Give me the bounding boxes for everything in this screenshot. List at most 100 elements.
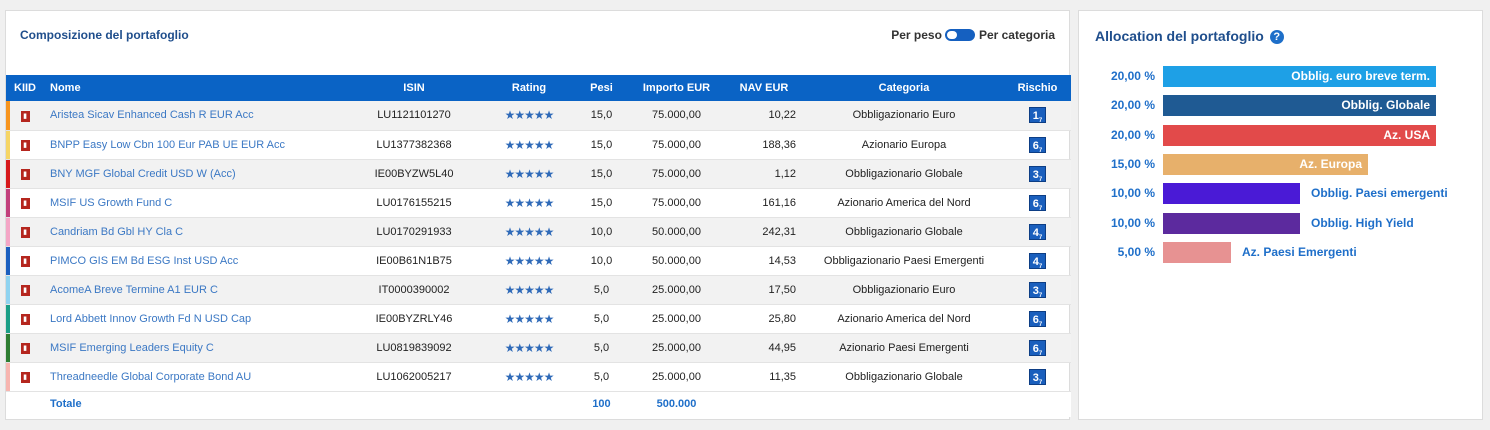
total-empty <box>804 391 1004 417</box>
header-rating[interactable]: Rating <box>484 75 574 101</box>
header-importo[interactable]: Importo EUR <box>629 75 724 101</box>
nav-cell: 44,95 <box>724 333 804 363</box>
total-empty <box>484 391 574 417</box>
fund-name-link[interactable]: MSIF Emerging Leaders Equity C <box>44 333 344 363</box>
rating-stars: ★★★★★ <box>484 101 574 131</box>
risk-badge[interactable]: 37 <box>1029 165 1046 183</box>
header-rischio[interactable]: Rischio <box>1004 75 1071 101</box>
isin-cell: LU0176155215 <box>344 188 484 218</box>
risk-max: 7 <box>1038 321 1043 328</box>
pdf-icon[interactable]: ▮ <box>20 140 30 151</box>
fund-name-link[interactable]: Lord Abbett Innov Growth Fd N USD Cap <box>44 304 344 334</box>
risk-value: 6 <box>1032 139 1039 152</box>
header-pesi[interactable]: Pesi <box>574 75 629 101</box>
toggle-right-label[interactable]: Per categoria <box>978 28 1055 42</box>
pdf-icon[interactable]: ▮ <box>20 169 30 180</box>
fund-name-link[interactable]: Threadneedle Global Corporate Bond AU <box>44 362 344 392</box>
category-cell: Obbligazionario Euro <box>804 101 1004 131</box>
toggle-left-label[interactable]: Per peso <box>891 28 942 42</box>
kiid-cell: ▮ <box>6 304 44 334</box>
risk-badge[interactable]: 37 <box>1029 281 1046 299</box>
amount-cell: 50.000,00 <box>629 246 724 276</box>
risk-badge[interactable]: 67 <box>1029 194 1046 212</box>
allocation-bar[interactable]: Az. USA <box>1163 124 1436 146</box>
risk-badge[interactable]: 67 <box>1029 339 1046 357</box>
risk-max: 7 <box>1038 379 1043 386</box>
header-kiid[interactable]: KIID <box>6 75 44 101</box>
nav-cell: 17,50 <box>724 275 804 305</box>
kiid-cell: ▮ <box>6 275 44 305</box>
fund-name-link[interactable]: PIMCO GIS EM Bd ESG Inst USD Acc <box>44 246 344 276</box>
fund-name-link[interactable]: Candriam Bd Gbl HY Cla C <box>44 217 344 247</box>
composition-title: Composizione del portafoglio <box>20 28 189 42</box>
header-nav[interactable]: NAV EUR <box>724 75 804 101</box>
risk-badge[interactable]: 47 <box>1029 223 1046 241</box>
allocation-pct: 20,00 % <box>1110 69 1155 83</box>
table-row: ▮ Lord Abbett Innov Growth Fd N USD Cap IE… <box>6 304 1071 334</box>
isin-cell: LU1121101270 <box>344 101 484 131</box>
risk-max: 7 <box>1038 205 1043 212</box>
pdf-icon[interactable]: ▮ <box>20 343 30 354</box>
pdf-icon[interactable]: ▮ <box>20 314 30 325</box>
pdf-icon[interactable]: ▮ <box>20 198 30 209</box>
risk-cell: 47 <box>1004 217 1071 247</box>
toggle-switch[interactable] <box>944 29 975 41</box>
pdf-icon[interactable]: ▮ <box>20 110 30 122</box>
risk-badge[interactable]: 17 <box>1029 107 1046 124</box>
kiid-cell: ▮ <box>6 130 44 160</box>
amount-cell: 75.000,00 <box>629 101 724 131</box>
pdf-icon[interactable]: ▮ <box>20 285 30 296</box>
total-empty <box>724 391 804 417</box>
weight-cell: 5,0 <box>574 333 629 363</box>
allocation-bar[interactable]: Obblig. Globale <box>1163 95 1436 117</box>
weight-cell: 5,0 <box>574 304 629 334</box>
category-cell: Azionario America del Nord <box>804 304 1004 334</box>
isin-cell: LU0819839092 <box>344 333 484 363</box>
view-toggle[interactable]: Per peso Per categoria <box>891 28 1055 42</box>
risk-badge[interactable]: 47 <box>1029 252 1046 270</box>
allocation-bar[interactable] <box>1163 241 1231 263</box>
fund-name-link[interactable]: BNY MGF Global Credit USD W (Acc) <box>44 159 344 189</box>
category-cell: Azionario America del Nord <box>804 188 1004 218</box>
nav-cell: 10,22 <box>724 101 804 131</box>
isin-cell: IT0000390002 <box>344 275 484 305</box>
fund-name-link[interactable]: AcomeA Breve Termine A1 EUR C <box>44 275 344 305</box>
amount-cell: 75.000,00 <box>629 188 724 218</box>
allocation-bar[interactable] <box>1163 212 1300 234</box>
weight-cell: 15,0 <box>574 101 629 131</box>
nav-cell: 188,36 <box>724 130 804 160</box>
kiid-cell: ▮ <box>6 188 44 218</box>
fund-name-link[interactable]: MSIF US Growth Fund C <box>44 188 344 218</box>
total-empty <box>344 391 484 417</box>
risk-badge[interactable]: 37 <box>1029 368 1046 386</box>
risk-value: 3 <box>1032 168 1039 181</box>
pdf-icon[interactable]: ▮ <box>20 256 30 267</box>
fund-name-link[interactable]: Aristea Sicav Enhanced Cash R EUR Acc <box>44 101 344 131</box>
pdf-icon[interactable]: ▮ <box>20 372 30 383</box>
allocation-label: Obblig. Globale <box>1341 98 1430 113</box>
help-icon[interactable]: ? <box>1269 30 1284 44</box>
allocation-bar[interactable]: Obblig. euro breve term. <box>1163 66 1436 87</box>
header-nome[interactable]: Nome <box>44 75 344 101</box>
header-categoria[interactable]: Categoria <box>804 75 1004 101</box>
toggle-knob <box>946 31 957 39</box>
rating-stars: ★★★★★ <box>484 304 574 334</box>
risk-max: 7 <box>1038 147 1043 154</box>
fund-name-link[interactable]: BNPP Easy Low Cbn 100 Eur PAB UE EUR Acc <box>44 130 344 160</box>
weight-cell: 15,0 <box>574 130 629 160</box>
total-row: Totale 100 500.000 <box>6 391 1071 417</box>
header-isin[interactable]: ISIN <box>344 75 484 101</box>
amount-cell: 25.000,00 <box>629 304 724 334</box>
allocation-bar[interactable] <box>1163 183 1300 205</box>
risk-badge[interactable]: 67 <box>1029 310 1046 328</box>
amount-cell: 25.000,00 <box>629 333 724 363</box>
table-header-row: KIID Nome ISIN Rating Pesi Importo EUR N… <box>6 75 1071 101</box>
category-cell: Obbligazionario Euro <box>804 275 1004 305</box>
table-row: ▮ Aristea Sicav Enhanced Cash R EUR Acc LU… <box>6 101 1071 131</box>
allocation-bar[interactable]: Az. Europa <box>1163 153 1368 175</box>
category-color-bar <box>6 333 10 362</box>
nav-cell: 14,53 <box>724 246 804 276</box>
risk-badge[interactable]: 67 <box>1029 136 1046 154</box>
pdf-icon[interactable]: ▮ <box>20 227 30 238</box>
category-color-bar <box>6 362 10 391</box>
